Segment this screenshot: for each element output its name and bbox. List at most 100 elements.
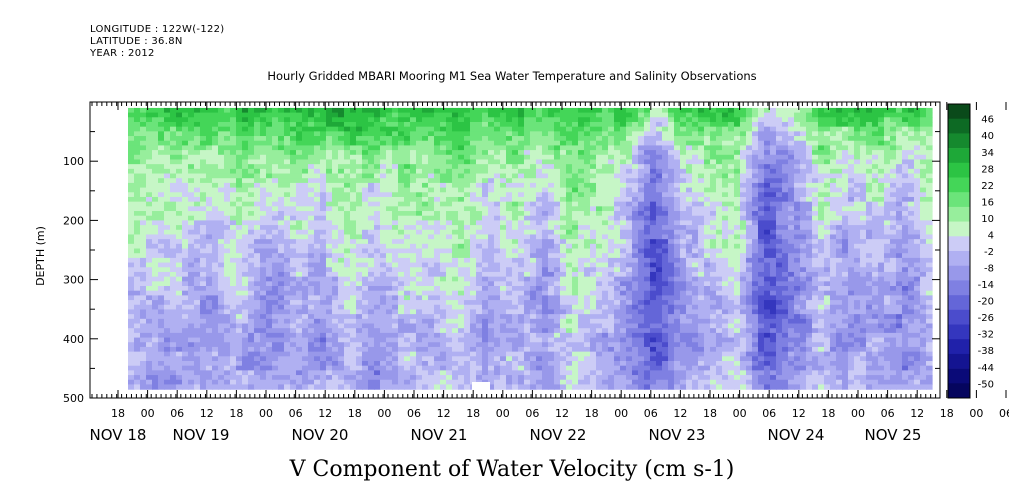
heat-cell xyxy=(200,379,207,386)
heat-cell xyxy=(242,365,249,371)
heat-cell xyxy=(386,215,393,221)
heat-cell xyxy=(422,131,429,137)
heat-cell xyxy=(440,168,447,175)
heat-cell xyxy=(218,309,225,315)
heat-cell xyxy=(536,187,543,193)
heat-cell xyxy=(452,370,459,376)
heat-cell xyxy=(422,154,429,161)
heat-cell xyxy=(416,107,423,114)
heat-cell xyxy=(242,309,249,315)
heat-cell xyxy=(452,253,459,259)
heat-cell xyxy=(620,276,627,282)
heat-cell xyxy=(452,328,459,334)
heat-cell xyxy=(332,220,339,226)
heat-cell xyxy=(140,309,147,315)
heat-cell xyxy=(290,337,297,343)
heat-cell xyxy=(302,295,309,301)
heat-cell xyxy=(410,384,417,390)
heat-cell xyxy=(272,220,279,226)
heat-cell xyxy=(236,286,243,292)
heat-cell xyxy=(398,154,405,161)
heat-cell xyxy=(440,332,447,339)
heat-cell xyxy=(398,178,405,184)
heat-cell xyxy=(584,215,591,221)
heat-cell xyxy=(140,257,147,264)
heat-cell xyxy=(302,375,309,381)
heat-cell xyxy=(284,126,291,132)
heat-cell xyxy=(614,375,621,381)
heat-cell xyxy=(566,346,573,353)
heat-cell xyxy=(332,323,339,329)
heat-cell xyxy=(542,107,549,114)
heat-cell xyxy=(410,328,417,334)
heat-cell xyxy=(458,225,465,231)
heat-cell xyxy=(146,206,153,212)
heat-cell xyxy=(236,201,243,207)
heat-cell xyxy=(224,290,231,296)
heat-cell xyxy=(404,220,411,226)
heat-cell xyxy=(428,239,435,245)
heat-cell xyxy=(170,150,177,156)
heat-cell xyxy=(194,178,201,184)
heat-cell xyxy=(242,215,249,221)
heat-cell xyxy=(362,248,369,254)
heat-cell xyxy=(404,131,411,137)
heat-cell xyxy=(308,229,315,236)
heat-cell xyxy=(530,375,537,381)
heat-cell xyxy=(554,257,561,264)
heat-cell xyxy=(218,257,225,264)
heat-cell xyxy=(332,304,339,311)
heat-cell xyxy=(218,243,225,250)
heat-cell xyxy=(554,173,561,179)
heat-cell xyxy=(566,309,573,315)
heat-cell xyxy=(446,192,453,198)
heat-cell xyxy=(464,196,471,203)
heat-cell xyxy=(230,257,237,264)
heat-cell xyxy=(134,318,141,325)
heat-cell xyxy=(224,318,231,325)
heat-cell xyxy=(596,304,603,311)
heat-cell xyxy=(308,239,315,245)
heat-cell xyxy=(566,206,573,212)
heat-cell xyxy=(368,187,375,193)
heat-cell xyxy=(176,140,183,147)
heat-cell xyxy=(482,121,489,128)
heat-cell xyxy=(566,365,573,371)
heat-cell xyxy=(542,384,549,390)
heat-cell xyxy=(374,379,381,386)
heat-cell xyxy=(164,131,171,137)
heat-cell xyxy=(518,267,525,273)
heat-cell xyxy=(236,253,243,259)
heat-cell xyxy=(524,281,531,287)
heat-cell xyxy=(344,159,351,165)
heat-cell xyxy=(416,309,423,315)
heat-cell xyxy=(524,126,531,132)
heat-cell xyxy=(422,361,429,367)
heat-cell xyxy=(338,164,345,170)
heat-cell xyxy=(596,206,603,212)
heat-cell xyxy=(416,379,423,386)
heat-cell xyxy=(398,314,405,320)
heat-cell xyxy=(224,196,231,203)
heat-cell xyxy=(128,267,135,273)
heat-cell xyxy=(380,182,387,189)
heat-cell xyxy=(386,375,393,381)
heat-cell xyxy=(362,262,369,268)
heat-cell xyxy=(398,351,405,357)
heat-cell xyxy=(560,271,567,278)
heat-cell xyxy=(398,220,405,226)
heat-cell xyxy=(380,107,387,114)
heat-cell xyxy=(470,262,477,268)
heat-cell xyxy=(404,178,411,184)
heat-cell xyxy=(440,192,447,198)
heat-cell xyxy=(266,112,273,118)
heat-cell xyxy=(356,375,363,381)
heat-cell xyxy=(440,361,447,367)
heat-cell xyxy=(626,168,633,175)
heat-cell xyxy=(248,314,255,320)
heat-cell xyxy=(482,159,489,165)
heat-cell xyxy=(560,220,567,226)
heat-cell xyxy=(548,173,555,179)
heat-cell xyxy=(482,173,489,179)
heat-cell xyxy=(326,239,333,245)
